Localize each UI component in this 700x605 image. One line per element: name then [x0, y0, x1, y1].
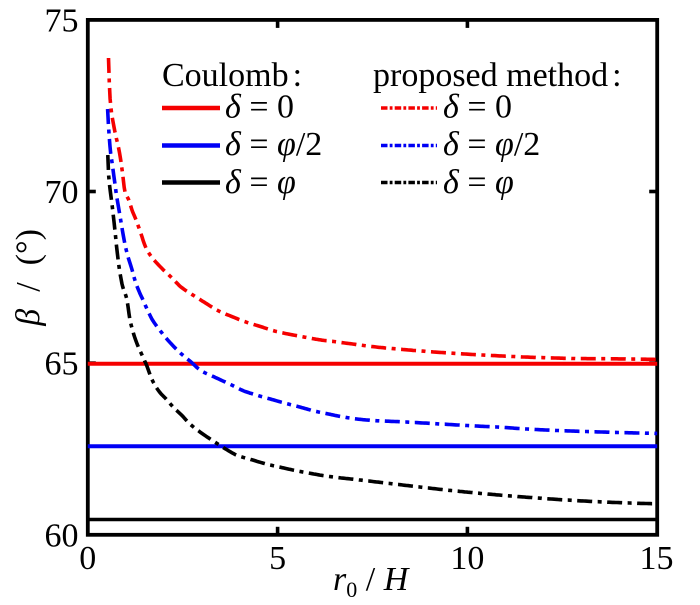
svg-text:15: 15 [640, 540, 674, 577]
svg-text:65: 65 [45, 346, 79, 383]
svg-text:β / (°): β / (°) [10, 229, 47, 327]
svg-text:5: 5 [269, 540, 286, 577]
svg-text:0: 0 [79, 540, 96, 577]
svg-text:δ = 0: δ = 0 [443, 89, 512, 126]
svg-text:75: 75 [45, 3, 79, 40]
svg-text:60: 60 [45, 517, 79, 554]
svg-text:δ = φ: δ = φ [225, 164, 296, 201]
svg-text:δ = 0: δ = 0 [225, 89, 294, 126]
svg-text:r0 / H: r0 / H [333, 561, 411, 602]
svg-text:δ = φ/2: δ = φ/2 [443, 126, 540, 163]
svg-text:Coulomb:: Coulomb: [162, 57, 302, 94]
svg-text:70: 70 [45, 174, 79, 211]
svg-text:10: 10 [450, 540, 484, 577]
svg-text:δ = φ/2: δ = φ/2 [225, 126, 322, 163]
svg-text:proposed method:: proposed method: [373, 57, 622, 94]
svg-text:δ = φ: δ = φ [443, 164, 514, 201]
